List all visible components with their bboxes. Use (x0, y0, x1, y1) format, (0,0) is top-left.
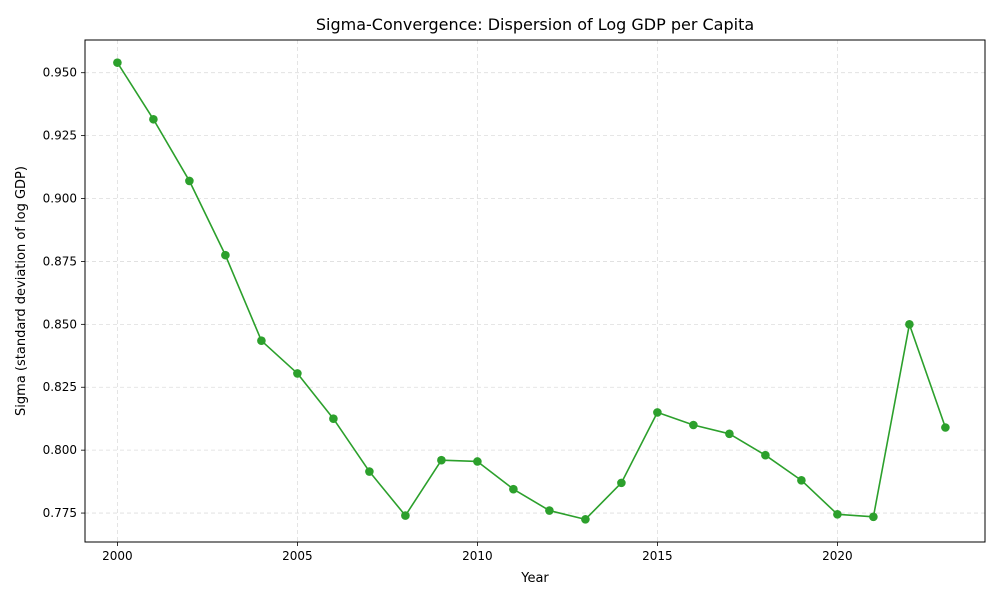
y-tick-label: 0.800 (43, 443, 77, 457)
chart-title: Sigma-Convergence: Dispersion of Log GDP… (316, 15, 754, 34)
y-tick-label: 0.775 (43, 506, 77, 520)
data-point (941, 423, 950, 432)
data-point (329, 414, 338, 424)
data-point (581, 515, 590, 524)
y-tick-label: 0.950 (43, 66, 77, 80)
data-point (797, 476, 806, 485)
y-tick-label: 0.900 (43, 192, 77, 206)
x-tick-label: 2020 (822, 549, 853, 563)
y-tick-label: 0.875 (43, 254, 77, 268)
data-point (149, 114, 158, 124)
y-tick-label: 0.850 (43, 317, 77, 331)
series-line (116, 62, 947, 521)
data-point (869, 512, 878, 522)
data-point (437, 455, 446, 465)
data-point (509, 484, 518, 494)
data-point (365, 467, 374, 476)
x-tick-label: 2015 (642, 549, 673, 563)
data-point (833, 510, 842, 519)
data-point (905, 320, 914, 329)
x-tick-label: 2005 (282, 549, 313, 563)
data-point (257, 336, 266, 345)
data-point (473, 457, 482, 466)
data-point (113, 58, 122, 67)
x-tick-label: 2010 (462, 549, 493, 563)
data-point (725, 429, 734, 439)
series-layer (113, 58, 950, 524)
data-point (653, 408, 662, 417)
plot-frame (84, 39, 986, 543)
data-point (401, 511, 410, 520)
data-point (545, 506, 554, 515)
data-point (689, 420, 698, 430)
data-point (761, 450, 770, 460)
y-tick-label: 0.925 (43, 129, 77, 143)
axis-ticks: 2000 2005 2010 2015 2020 0.775 0.800 0.825 0.850… (43, 66, 853, 563)
data-point (293, 369, 302, 378)
x-tick-label: 2000 (102, 549, 133, 563)
x-axis-label: Year (520, 571, 549, 586)
data-point (185, 176, 194, 186)
y-tick-label: 0.825 (43, 380, 77, 394)
grid-lines (85, 40, 985, 542)
data-point (221, 250, 230, 260)
data-point (617, 478, 626, 488)
y-axis-label: Sigma (standard deviation of log GDP) (14, 166, 29, 416)
